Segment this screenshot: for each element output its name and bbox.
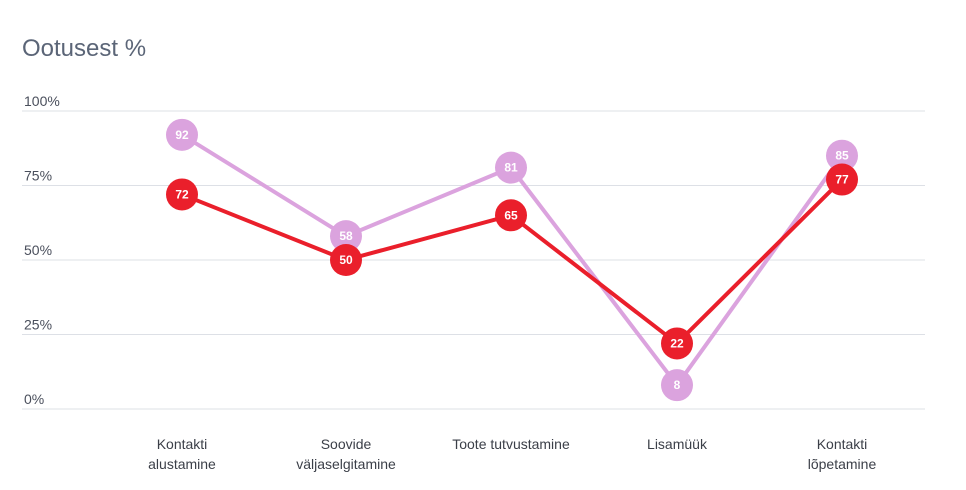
data-point[interactable]	[166, 178, 198, 211]
x-tick-label-line: Kontakti	[817, 436, 868, 452]
data-point[interactable]	[826, 139, 858, 172]
x-tick-label-line: väljaselgitamine	[296, 456, 396, 472]
data-point[interactable]	[330, 244, 362, 276]
x-tick-label-line: lõpetamine	[808, 456, 877, 472]
x-tick-label-line: Lisamüük	[647, 436, 708, 452]
data-point[interactable]	[826, 163, 858, 196]
x-tick-label: Toote tutvustamine	[452, 436, 570, 452]
data-label: 22	[670, 336, 684, 350]
x-axis-ticks: Kontakti alustamine Soovide väljaselgitamin…	[148, 436, 876, 472]
x-tick-label: Soovide väljaselgitamine	[296, 436, 396, 472]
gridlines	[22, 110, 925, 410]
y-tick-label: 75%	[24, 168, 52, 184]
y-tick-label: 100%	[24, 93, 60, 109]
data-point[interactable]	[661, 369, 693, 402]
data-point[interactable]	[495, 199, 527, 232]
y-tick-label: 25%	[24, 317, 52, 333]
x-tick-label-line: Kontakti	[157, 436, 208, 452]
data-point[interactable]	[330, 220, 362, 253]
x-tick-label: Lisamüük	[647, 436, 708, 452]
x-tick-label: Kontakti alustamine	[148, 436, 216, 472]
data-label: 77	[835, 173, 849, 187]
data-label: 72	[175, 187, 189, 201]
y-tick-label: 0%	[24, 391, 44, 407]
data-label: 92	[175, 128, 189, 142]
data-label: 85	[835, 149, 849, 163]
x-tick-label-line: alustamine	[148, 456, 216, 472]
series-points: 92 58 81 8 85 72 50 65 22 77	[166, 118, 858, 402]
data-label: 8	[674, 378, 681, 392]
data-point[interactable]	[495, 151, 527, 184]
y-axis-ticks: 0% 25% 50% 75% 100%	[24, 93, 60, 407]
y-tick-label: 50%	[24, 242, 52, 258]
x-tick-label-line: Soovide	[321, 436, 372, 452]
data-point[interactable]	[166, 118, 198, 151]
chart-title: Ootusest %	[22, 35, 146, 62]
data-label: 58	[339, 229, 353, 243]
data-label: 65	[504, 208, 518, 222]
x-tick-label-line: Toote tutvustamine	[452, 436, 570, 452]
data-point[interactable]	[661, 327, 693, 360]
data-label: 81	[504, 161, 518, 175]
data-label: 50	[339, 253, 353, 267]
x-tick-label: Kontakti lõpetamine	[808, 436, 877, 472]
